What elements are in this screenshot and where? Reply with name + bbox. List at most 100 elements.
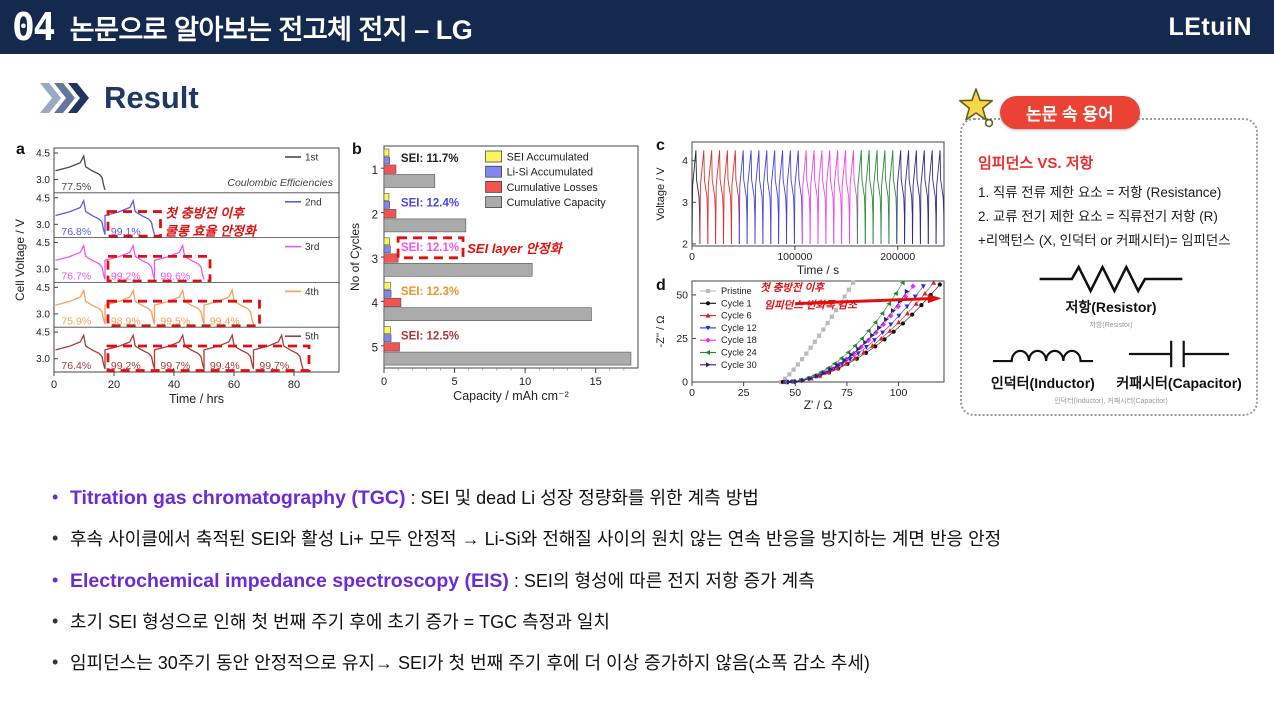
panel-c-label: c <box>656 137 665 154</box>
svg-text:첫 충방전 이후: 첫 충방전 이후 <box>165 205 246 220</box>
svg-text:Z' / Ω: Z' / Ω <box>804 398 833 412</box>
header-bar: 04 논문으로 알아보는 전고체 전지 – LG LEtuiN <box>0 0 1274 54</box>
svg-text:2nd: 2nd <box>305 197 322 208</box>
svg-text:77.5%: 77.5% <box>61 181 91 193</box>
triple-chevron-icon <box>40 83 89 113</box>
svg-text:No of Cycles: No of Cycles <box>348 223 362 291</box>
svg-text:5th: 5th <box>305 332 319 343</box>
svg-text:99.2%: 99.2% <box>111 271 141 283</box>
svg-text:Cycle 30: Cycle 30 <box>721 360 757 370</box>
svg-text:임피던스 변화폭 감소: 임피던스 변화폭 감소 <box>764 299 858 311</box>
inductor-block: 인덕터(Inductor) <box>980 336 1106 393</box>
brand-logo: LEtuiN <box>1168 12 1252 41</box>
capacitor-symbol-icon <box>1129 341 1230 368</box>
svg-text:200000: 200000 <box>880 251 915 263</box>
panel-b-label: b <box>352 141 362 158</box>
svg-text:Voltage / V: Voltage / V <box>655 167 667 221</box>
svg-text:4th: 4th <box>305 287 319 298</box>
capacitor-block: 커패시터(Capacitor) <box>1116 336 1242 393</box>
note-text: : SEI의 형성에 따른 전지 저항 증가 계측 <box>508 570 815 591</box>
svg-text:25: 25 <box>738 387 750 399</box>
svg-text:100000: 100000 <box>777 251 812 263</box>
svg-text:99.1%: 99.1% <box>111 226 141 238</box>
svg-text:3: 3 <box>372 254 378 266</box>
svg-text:3: 3 <box>682 197 688 209</box>
svg-text:98.9%: 98.9% <box>111 315 141 327</box>
svg-text:76.4%: 76.4% <box>61 360 91 372</box>
svg-text:0: 0 <box>689 387 695 399</box>
svg-text:4.5: 4.5 <box>36 238 50 249</box>
svg-text:99.7%: 99.7% <box>160 360 190 372</box>
terminology-line: +리액턴스 (X, 인덕터 or 커패시터)= 임피던스 <box>978 233 1231 249</box>
svg-text:4.5: 4.5 <box>36 193 50 204</box>
panel-d-chart: Pristine Cycle 1 Cycle 6 Cycle 12 Cycle 18 Cy… <box>655 280 945 412</box>
svg-text:첫 충방전 이후: 첫 충방전 이후 <box>760 282 825 294</box>
svg-text:Cycle 6: Cycle 6 <box>721 311 752 321</box>
svg-text:Coulombic Efficiencies: Coulombic Efficiencies <box>227 177 333 189</box>
svg-text:99.2%: 99.2% <box>111 360 141 372</box>
inductor-symbol-icon <box>992 350 1093 363</box>
svg-text:SEI: 11.7%: SEI: 11.7% <box>401 153 459 165</box>
capacitor-label: 커패시터(Capacitor) <box>1116 375 1242 392</box>
svg-text:Cycle 24: Cycle 24 <box>721 348 757 358</box>
list-item: Titration gas chromatography (TGC) : SEI… <box>46 486 1268 511</box>
svg-text:99.4%: 99.4% <box>210 315 240 327</box>
svg-text:3.0: 3.0 <box>36 309 50 320</box>
resistor-symbol-icon <box>1039 264 1183 295</box>
svg-text:40: 40 <box>168 379 180 391</box>
svg-text:10: 10 <box>519 376 531 388</box>
svg-text:Time / hrs: Time / hrs <box>169 392 224 406</box>
svg-text:SEI Accumulated: SEI Accumulated <box>507 152 589 164</box>
svg-text:4: 4 <box>682 155 688 167</box>
star-icon <box>958 88 994 128</box>
svg-text:25: 25 <box>676 333 688 345</box>
svg-text:쿨롱 효율 안정화: 쿨롱 효율 안정화 <box>165 223 258 238</box>
note-text: 임피던스는 30주기 동안 안정적으로 유지→ SEI가 첫 번째 주기 후에 … <box>70 653 870 674</box>
svg-text:3.0: 3.0 <box>36 265 50 276</box>
svg-text:4.5: 4.5 <box>36 328 50 339</box>
svg-text:-Z'' / Ω: -Z'' / Ω <box>655 316 667 348</box>
svg-text:50: 50 <box>789 387 801 399</box>
section-title: Result <box>104 80 199 115</box>
terminology-line: 1. 직류 전류 제한 요소 = 저항 (Resistance) <box>978 185 1222 200</box>
resistor-label: 저항(Resistor) <box>1065 299 1157 316</box>
svg-text:3.0: 3.0 <box>36 175 50 186</box>
panel-a-chart: 4.5 3.0 77.5% 1st Coulombic Efficiencies 4.5 3… <box>13 147 340 406</box>
svg-text:SEI: 12.5%: SEI: 12.5% <box>401 331 459 343</box>
terminology-badge: 논문 속 용어 <box>1000 96 1140 129</box>
svg-text:99.4%: 99.4% <box>210 360 240 372</box>
panel-b-chart: 1 SEI: 11.7% 2 SEI: 12.4% 3 SEI: 12.1% 4 SEI: 1… <box>348 145 639 403</box>
note-text: : SEI 및 dead Li 성장 정량화를 위한 계측 방법 <box>405 488 759 508</box>
svg-text:Time / s: Time / s <box>797 263 839 277</box>
svg-text:20: 20 <box>108 379 120 391</box>
svg-text:Cumulative Capacity: Cumulative Capacity <box>507 197 607 209</box>
svg-text:3.0: 3.0 <box>36 354 50 365</box>
svg-text:0: 0 <box>381 376 387 388</box>
svg-text:50: 50 <box>676 289 688 301</box>
svg-text:3rd: 3rd <box>305 242 319 253</box>
svg-text:Cycle 18: Cycle 18 <box>721 335 757 345</box>
svg-text:SEI: 12.3%: SEI: 12.3% <box>401 286 459 298</box>
svg-text:15: 15 <box>590 376 602 388</box>
svg-text:75.9%: 75.9% <box>61 315 91 327</box>
list-item: 후속 사이클에서 축적된 SEI와 활성 Li+ 모두 안정적 → Li-Si와… <box>46 527 1268 552</box>
svg-text:80: 80 <box>288 379 300 391</box>
svg-text:60: 60 <box>228 379 240 391</box>
svg-text:0: 0 <box>682 377 688 389</box>
svg-text:76.8%: 76.8% <box>61 226 91 238</box>
svg-text:1: 1 <box>372 165 378 177</box>
notes-list: Titration gas chromatography (TGC) : SEI… <box>46 486 1268 693</box>
list-item: 임피던스는 30주기 동안 안정적으로 유지→ SEI가 첫 번째 주기 후에 … <box>46 651 1268 676</box>
symbols-caption: 인덕터(Inductor), 커패시터(Capacitor) <box>1054 398 1168 406</box>
symbols-row: 인덕터(Inductor) 커패시터(Capacitor) <box>978 336 1244 393</box>
svg-text:5: 5 <box>372 343 378 355</box>
header-number: 04 <box>12 5 56 49</box>
svg-text:99.7%: 99.7% <box>259 360 289 372</box>
figure-panel-c: c 2 3 4 0 100000 200000 Time / s Voltage / V <box>652 136 952 278</box>
figure-panel-d: d Pristine Cycle 1 Cycle 6 Cycle 12 Cycle 18… <box>652 276 952 412</box>
svg-text:76.7%: 76.7% <box>61 271 91 283</box>
header-title: 논문으로 알아보는 전고체 전지 – LG <box>69 14 473 45</box>
figure-panel-a: a 4.5 3.0 77.5% 1st Coulombic Efficiencies 4.… <box>12 140 347 408</box>
note-head: Titration gas chromatography (TGC) <box>70 487 406 509</box>
panel-c-chart: 2 3 4 0 100000 200000 Time / s Voltage / V <box>655 141 945 277</box>
